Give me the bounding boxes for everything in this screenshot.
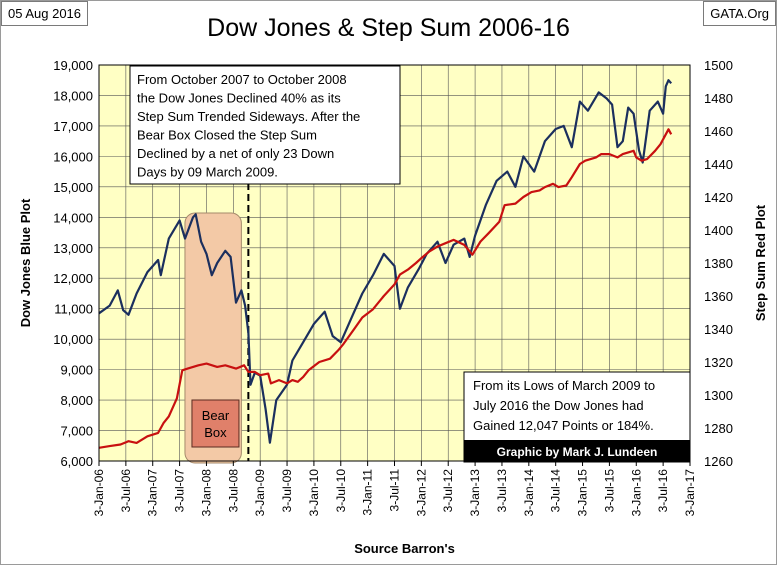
y-left-tick-label: 17,000 [53,119,93,134]
x-tick-label: 3-Jul-09 [280,469,294,513]
note-bottom-line: From its Lows of March 2009 to [473,378,655,393]
x-tick-label: 3-Jul-14 [549,469,563,513]
y-left-axis-label: Dow Jones Blue Plot [18,198,33,327]
y-right-tick-label: 1360 [704,289,733,304]
note-top-line: From October 2007 to October 2008 [137,72,347,87]
dow-jones-line [98,79,673,444]
y-left-tick-label: 9,000 [60,363,93,378]
x-tick-label: 3-Jul-12 [441,469,455,513]
x-tick-label: 3-Jan-14 [522,469,536,517]
x-tick-label: 3-Jul-10 [334,469,348,513]
y-right-tick-label: 1480 [704,91,733,106]
y-left-tick-label: 15,000 [53,180,93,195]
y-left-tick-label: 10,000 [53,332,93,347]
x-tick-label: 3-Jan-07 [146,469,160,517]
x-tick-label: 3-Jan-16 [629,469,643,517]
y-right-tick-label: 1320 [704,355,733,370]
source-label: GATA.Org [703,1,776,26]
x-tick-label: 3-Jan-17 [683,469,697,517]
plot-border [98,64,691,462]
y-left-tick-label: 16,000 [53,149,93,164]
y-right-axis-label: Step Sum Red Plot [753,204,768,321]
y-right-tick-label: 1460 [704,124,733,139]
credit-text: Graphic by Mark J. Lundeen [497,445,658,459]
note-top-line: Bear Box Closed the Step Sum [137,128,317,143]
note-top-line: Days by 09 March 2009. [137,165,278,180]
x-tick-label: 3-Jan-10 [307,469,321,517]
x-tick-label: 3-Jan-11 [361,469,375,516]
y-right-tick-label: 1400 [704,223,733,238]
x-tick-label: 3-Jan-12 [414,469,428,517]
y-left-tick-label: 18,000 [53,88,93,103]
x-tick-label: 3-Jul-16 [656,469,670,513]
y-left-tick-label: 8,000 [60,393,93,408]
chart-title: Dow Jones & Step Sum 2006-16 [207,14,570,42]
bear-box-label-bg [191,399,240,448]
x-tick-label: 3-Jul-06 [119,469,133,513]
step-sum-line [98,128,673,449]
y-left-tick-label: 19,000 [53,58,93,73]
note-top-line: Step Sum Trended Sideways. After the [137,109,360,124]
y-left-tick-label: 14,000 [53,210,93,225]
y-right-tick-label: 1380 [704,256,733,271]
bear-box-label-line1: Bear [202,408,230,423]
note-top-line: Declined by a net of only 23 Down [137,146,334,161]
x-axis-label: Source Barron's [354,541,455,556]
y-right-tick-label: 1340 [704,322,733,337]
y-left-tick-label: 13,000 [53,241,93,256]
y-right-tick-label: 1280 [704,421,733,436]
y-left-tick-label: 11,000 [54,302,93,317]
x-tick-label: 3-Jul-08 [226,469,240,513]
y-left-tick-label: 7,000 [60,424,93,439]
x-tick-label: 3-Jan-08 [199,469,213,517]
y-left-tick-label: 12,000 [53,271,93,286]
y-right-tick-label: 1300 [704,388,733,403]
note-top-box [129,65,401,185]
y-left-tick-label: 6,000 [60,454,93,469]
x-tick-label: 3-Jan-06 [92,469,106,517]
x-tick-label: 3-Jul-11 [388,469,402,512]
x-tick-label: 3-Jul-07 [173,469,187,513]
date-label: 05 Aug 2016 [1,1,89,26]
credit-bar [464,440,690,462]
x-tick-label: 3-Jul-13 [495,469,509,513]
y-right-tick-label: 1500 [704,58,733,73]
y-right-tick-label: 1440 [704,157,733,172]
y-right-tick-label: 1420 [704,190,733,205]
note-top-line: the Dow Jones Declined 40% as its [137,91,341,106]
x-tick-label: 3-Jan-13 [468,469,482,517]
bear-box-label-line2: Box [204,425,227,440]
x-tick-label: 3-Jan-09 [253,469,267,517]
note-bottom-line: July 2016 the Dow Jones had [473,398,644,413]
y-right-tick-label: 1260 [704,454,733,469]
x-tick-label: 3-Jan-15 [576,469,590,517]
x-tick-label: 3-Jul-15 [602,469,616,513]
note-bottom-line: Gained 12,047 Points or 184%. [473,418,654,433]
